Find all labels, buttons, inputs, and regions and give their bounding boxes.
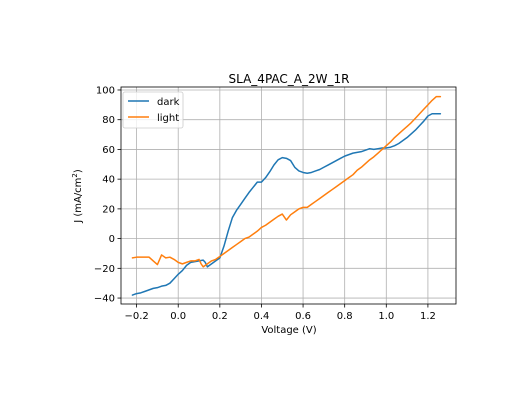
series-line-light [131, 95, 442, 268]
legend: dark light [122, 91, 184, 129]
grid [121, 87, 456, 304]
x-tick-label: 0.2 [212, 311, 228, 322]
x-axis-label: Voltage (V) [261, 325, 316, 336]
x-tick-label: −0.2 [124, 311, 148, 322]
plot-frame [120, 86, 457, 305]
y-axis-ticks: −40 −20 0 20 40 60 80 100 [94, 85, 121, 305]
y-tick-label: 0 [109, 234, 115, 245]
y-tick-label: −20 [94, 264, 115, 275]
y-axis-label-main: J (mA/cm [73, 178, 84, 224]
y-tick-label: 60 [102, 145, 115, 156]
y-tick-label: 20 [102, 204, 115, 215]
x-tick-label: 0.0 [170, 311, 186, 322]
x-tick-label: 0.6 [295, 311, 311, 322]
legend-label-dark: dark [157, 97, 180, 108]
series-layer [131, 95, 442, 296]
series-line-dark [131, 113, 442, 296]
y-tick-label: 100 [96, 85, 115, 96]
legend-label-light: light [157, 113, 179, 124]
x-tick-label: 1.0 [378, 311, 394, 322]
y-tick-label: 80 [102, 115, 115, 126]
x-tick-label: 0.4 [253, 311, 269, 322]
y-axis-label-close: ) [73, 169, 84, 173]
y-tick-label: 40 [102, 175, 115, 186]
y-tick-label: −40 [94, 294, 115, 305]
y-axis-label: J (mA/cm2) [71, 169, 84, 224]
x-axis-ticks: −0.2 0.0 0.2 0.4 0.6 0.8 1.0 1.2 [124, 304, 436, 322]
x-tick-label: 1.2 [420, 311, 436, 322]
chart-title: SLA_4PAC_A_2W_1R [229, 72, 350, 86]
y-axis-label-superscript: 2 [71, 173, 79, 177]
x-tick-label: 0.8 [337, 311, 353, 322]
